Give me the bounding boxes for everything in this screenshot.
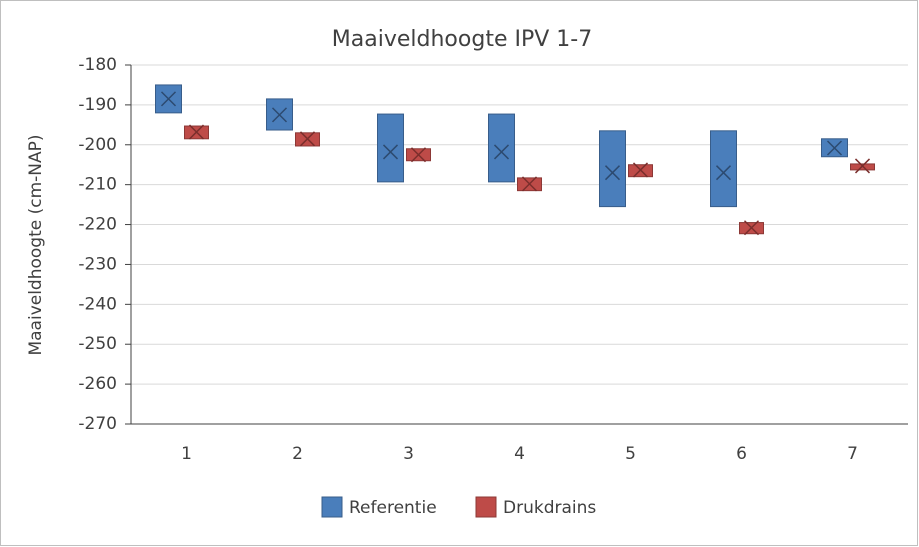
x-tick-label: 4 xyxy=(514,444,525,464)
x-tick-label: 3 xyxy=(403,444,414,464)
x-tick-label: 2 xyxy=(292,444,303,464)
x-tick-label: 6 xyxy=(736,444,747,464)
mean-marker xyxy=(715,165,732,181)
y-tick-label: -180 xyxy=(78,55,117,75)
y-tick-label: -250 xyxy=(78,334,117,354)
legend-swatch xyxy=(321,496,343,518)
mean-marker xyxy=(854,158,871,174)
x-tick-label: 1 xyxy=(181,444,192,464)
mean-marker xyxy=(493,144,510,160)
mean-marker xyxy=(521,176,538,192)
range-box xyxy=(599,130,626,208)
y-tick-label: -270 xyxy=(78,414,117,434)
y-tick-label: -230 xyxy=(78,254,117,274)
y-tick-label: -200 xyxy=(78,135,117,155)
mean-marker xyxy=(271,107,288,123)
mean-marker xyxy=(743,220,760,236)
chart-title: Maaiveldhoogte IPV 1-7 xyxy=(332,27,592,52)
mean-marker xyxy=(604,165,621,181)
mean-marker xyxy=(188,124,205,140)
range-box xyxy=(377,113,404,183)
y-tick-label: -210 xyxy=(78,175,117,195)
y-axis-label: Maaiveldhoogte (cm-NAP) xyxy=(26,134,46,355)
y-tick-label: -260 xyxy=(78,374,117,394)
x-tick-label: 7 xyxy=(847,444,858,464)
x-tick-label: 5 xyxy=(625,444,636,464)
mean-marker xyxy=(160,91,177,107)
range-box xyxy=(488,113,515,183)
mean-marker xyxy=(299,131,316,147)
mean-marker xyxy=(632,162,649,178)
y-tick-label: -240 xyxy=(78,294,117,314)
legend-label: Drukdrains xyxy=(503,498,596,518)
range-box xyxy=(710,130,737,208)
legend-swatch xyxy=(475,496,497,518)
mean-marker xyxy=(410,147,427,163)
legend-label: Referentie xyxy=(349,498,437,518)
mean-marker xyxy=(382,144,399,160)
y-tick-label: -220 xyxy=(78,215,117,235)
y-tick-label: -190 xyxy=(78,95,117,115)
mean-marker xyxy=(826,140,843,156)
